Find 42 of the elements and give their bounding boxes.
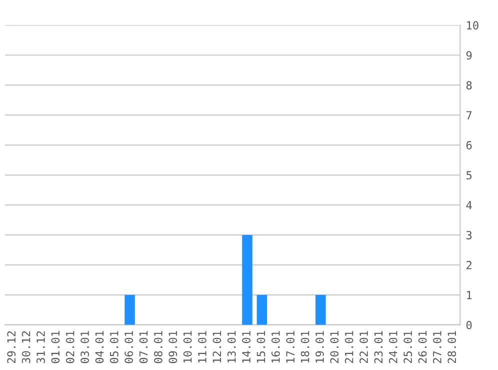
x-tick-label: 14.01 bbox=[242, 331, 250, 363]
x-tick-label: 15.01 bbox=[256, 331, 266, 363]
y-tick-label: 1 bbox=[467, 291, 472, 300]
x-tick-label: 10.01 bbox=[183, 331, 192, 363]
x-tick-label: 25.01 bbox=[404, 331, 412, 364]
x-tick-label: 08.01 bbox=[154, 331, 162, 364]
x-tick-label: 28.01 bbox=[448, 331, 456, 364]
y-tick-label: 5 bbox=[466, 171, 472, 180]
x-tick-label: 16.01 bbox=[271, 331, 280, 363]
x-tick-label: 13.01 bbox=[227, 331, 236, 363]
x-tick-label: 05.01 bbox=[110, 331, 118, 364]
x-tick-label: 23.01 bbox=[374, 331, 383, 364]
x-tick-label: 24.01 bbox=[388, 331, 398, 364]
y-tick-label: 7 bbox=[466, 111, 472, 120]
x-tick-label: 01.01 bbox=[51, 331, 60, 364]
y-tick-label: 4 bbox=[466, 201, 472, 210]
x-tick-label: 02.01 bbox=[66, 331, 74, 364]
x-tick-label: 06.01 bbox=[124, 331, 134, 364]
x-tick-label: 09.01 bbox=[168, 331, 178, 364]
y-tick-label: 2 bbox=[466, 260, 472, 270]
y-tick-label: 0 bbox=[466, 320, 472, 330]
x-tick-label: 11.01 bbox=[198, 331, 206, 363]
x-tick-label: 22.01 bbox=[360, 331, 368, 364]
x-tick-label: 21.01 bbox=[344, 331, 354, 364]
x-tick-label: 29.12 bbox=[7, 331, 16, 364]
x-tick-label: 18.01 bbox=[300, 331, 310, 363]
x-tick-label: 12.01 bbox=[212, 331, 222, 363]
x-tick-label: 07.01 bbox=[139, 331, 148, 364]
x-tick-label: 04.01 bbox=[95, 331, 104, 364]
y-tick-label: 8 bbox=[466, 81, 472, 90]
y-tick-label: 3 bbox=[466, 230, 472, 240]
y-tick-label: 9 bbox=[466, 51, 472, 60]
x-tick-label: 26.01 bbox=[418, 331, 427, 364]
x-tick-label: 31.12 bbox=[36, 331, 45, 364]
x-tick-label: 17.01 bbox=[286, 331, 295, 363]
y-tick-label: 10 bbox=[467, 21, 478, 30]
x-tick-label: 27.01 bbox=[432, 331, 442, 364]
x-tick-label: 30.12 bbox=[22, 331, 30, 364]
x-tick-label: 20.01 bbox=[330, 331, 339, 364]
x-tick-label: 03.01 bbox=[80, 331, 89, 364]
y-tick-label: 6 bbox=[466, 141, 472, 150]
x-tick-label: 19.01 bbox=[316, 331, 324, 363]
